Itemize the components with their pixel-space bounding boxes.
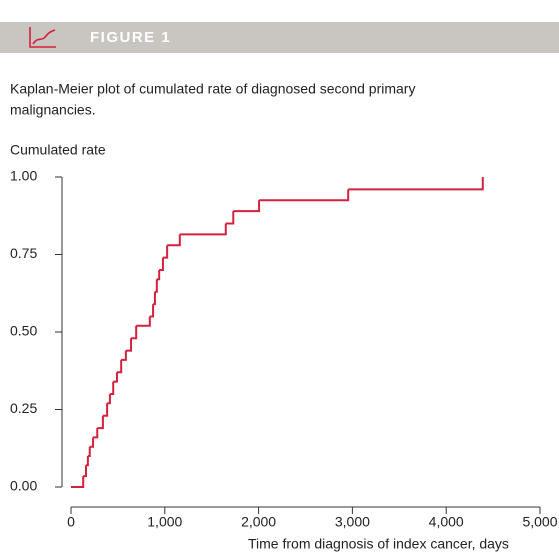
x-tick-label: 0 [67, 514, 75, 530]
x-tick-label: 2,000 [241, 514, 276, 530]
step-segment [109, 381, 115, 395]
step-segment [136, 316, 151, 327]
x-tick-label: 4,000 [429, 514, 464, 530]
y-tick-label: 0.50 [10, 323, 37, 339]
step-segment [153, 291, 156, 306]
step-segment [89, 437, 95, 448]
chart-title: malignancies. [10, 102, 96, 118]
step-segment [116, 359, 123, 374]
step-segment [154, 279, 158, 293]
chart-title: Kaplan-Meier plot of cumulated rate of d… [10, 81, 415, 97]
step-segment [179, 223, 227, 236]
step-segment [125, 338, 133, 352]
step-segment [162, 245, 169, 259]
step-segment [83, 465, 88, 478]
step-segment [167, 234, 181, 247]
step-segment [131, 325, 138, 340]
step-segment [71, 476, 85, 488]
y-tick-label: 0.25 [10, 400, 37, 416]
step-segment [159, 257, 164, 271]
y-tick-label: 1.00 [10, 168, 37, 184]
x-axis-label: Time from diagnosis of index cancer, day… [248, 536, 509, 552]
y-axis-label: Cumulated rate [10, 142, 106, 158]
x-tick-label: 5,000 [522, 514, 557, 530]
step-segment [86, 456, 89, 467]
y-tick-label: 0.00 [10, 478, 37, 494]
x-tick-label: 3,000 [335, 514, 370, 530]
x-tick-label: 1,000 [147, 514, 182, 530]
step-segment [149, 304, 155, 318]
step-segment [233, 200, 261, 213]
step-segment [93, 428, 99, 439]
step-segment [348, 177, 484, 191]
header-bar [0, 22, 559, 53]
step-segment [225, 211, 235, 225]
figure-label: FIGURE 1 [90, 29, 171, 46]
y-tick-label: 0.75 [10, 245, 37, 261]
step-segment [102, 403, 109, 417]
step-segment [87, 446, 91, 457]
step-segment [121, 350, 127, 361]
step-segment [107, 394, 111, 405]
chart-icon [29, 27, 56, 48]
step-segment [259, 189, 350, 202]
step-segment [113, 372, 118, 383]
step-segment [156, 270, 161, 281]
step-segment [97, 415, 104, 430]
